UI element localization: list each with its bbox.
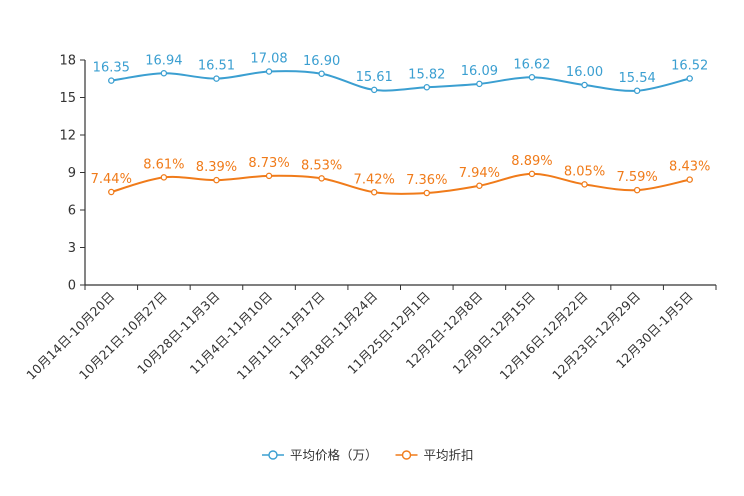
data-label: 7.44% bbox=[91, 172, 132, 187]
legend-label: 平均折扣 bbox=[424, 448, 474, 463]
data-point[interactable] bbox=[213, 176, 220, 184]
data-label: 8.05% bbox=[564, 164, 605, 179]
data-point[interactable] bbox=[423, 84, 431, 91]
legend-item-1[interactable]: 平均价格（万） bbox=[262, 448, 378, 463]
series-line bbox=[111, 70, 690, 92]
series-1: 16.35 16.94 16.51 17.08 16.90 15.61 15.82 16.09… bbox=[93, 52, 708, 95]
data-label: 7.59% bbox=[616, 170, 657, 185]
legend-marker bbox=[268, 450, 278, 460]
data-point[interactable] bbox=[213, 75, 220, 82]
data-point[interactable] bbox=[265, 68, 273, 75]
x-tick-label: 12月23日-12月29日 bbox=[549, 289, 643, 383]
data-point[interactable] bbox=[370, 86, 378, 94]
data-label: 8.39% bbox=[196, 160, 237, 175]
data-label: 17.08 bbox=[250, 52, 287, 67]
data-point[interactable] bbox=[581, 181, 588, 188]
data-point[interactable] bbox=[423, 189, 431, 197]
data-label: 16.90 bbox=[303, 54, 340, 69]
data-point[interactable] bbox=[581, 81, 588, 89]
axes: 036912151810月14日-10月20日10月21日-10月27日10月2… bbox=[23, 54, 717, 383]
data-point[interactable] bbox=[476, 182, 483, 189]
data-label: 15.61 bbox=[356, 70, 393, 85]
data-label: 16.35 bbox=[93, 61, 130, 76]
legend-item-2[interactable]: 平均折扣 bbox=[395, 448, 474, 463]
data-label: 16.52 bbox=[671, 59, 708, 74]
data-label: 8.43% bbox=[669, 160, 710, 175]
data-label: 7.42% bbox=[354, 172, 395, 187]
data-point[interactable] bbox=[686, 75, 693, 82]
legend-marker bbox=[401, 450, 412, 460]
series-2: 7.44% 8.61% 8.39% 8.73% 8.53% 7.42% 7.36% 7.94%… bbox=[91, 154, 710, 197]
data-point[interactable] bbox=[528, 170, 536, 178]
x-tick-label: 11月18日-11月24日 bbox=[286, 289, 380, 383]
x-tick-label: 10月21日-10月27日 bbox=[76, 289, 170, 383]
y-tick-label: 18 bbox=[59, 54, 76, 69]
data-point[interactable] bbox=[686, 176, 693, 183]
data-point[interactable] bbox=[370, 188, 378, 196]
y-tick-label: 9 bbox=[68, 166, 76, 181]
y-tick-label: 3 bbox=[68, 241, 76, 256]
data-label: 7.36% bbox=[406, 173, 447, 188]
data-label: 8.89% bbox=[511, 154, 552, 169]
legend[interactable]: 平均价格（万） 平均折扣 bbox=[262, 448, 474, 463]
data-label: 8.61% bbox=[143, 157, 184, 172]
x-tick-label: 10月14日-10月20日 bbox=[23, 289, 117, 383]
y-tick-label: 0 bbox=[68, 279, 76, 294]
y-tick-label: 15 bbox=[59, 91, 76, 106]
data-point[interactable] bbox=[528, 74, 536, 81]
data-point[interactable] bbox=[108, 188, 115, 196]
data-point[interactable] bbox=[160, 70, 168, 77]
data-point[interactable] bbox=[108, 77, 115, 84]
y-tick-label: 12 bbox=[59, 129, 76, 144]
data-point[interactable] bbox=[318, 70, 325, 78]
series-line bbox=[111, 172, 690, 195]
data-label: 16.09 bbox=[461, 64, 498, 79]
data-point[interactable] bbox=[160, 174, 168, 181]
data-point[interactable] bbox=[318, 175, 325, 182]
data-point[interactable] bbox=[633, 186, 641, 194]
data-label: 15.54 bbox=[619, 71, 656, 86]
data-label: 8.53% bbox=[301, 158, 342, 173]
data-label: 7.94% bbox=[459, 166, 500, 181]
data-point[interactable] bbox=[265, 172, 273, 180]
data-label: 15.82 bbox=[408, 67, 445, 82]
data-label: 16.62 bbox=[513, 57, 550, 72]
data-label: 16.51 bbox=[198, 59, 235, 74]
x-tick-label: 11月11日-11月17日 bbox=[234, 289, 328, 383]
legend-label: 平均价格（万） bbox=[290, 448, 378, 463]
x-tick-label: 12月16日-12月22日 bbox=[497, 289, 591, 383]
data-label: 16.00 bbox=[566, 65, 603, 80]
data-label: 8.73% bbox=[248, 156, 289, 171]
data-point[interactable] bbox=[633, 87, 641, 95]
data-point[interactable] bbox=[476, 80, 483, 88]
data-label: 16.94 bbox=[145, 53, 182, 68]
series-layer: 16.35 16.94 16.51 17.08 16.90 15.61 15.82 16.09… bbox=[91, 52, 710, 197]
y-tick-label: 6 bbox=[68, 204, 76, 219]
